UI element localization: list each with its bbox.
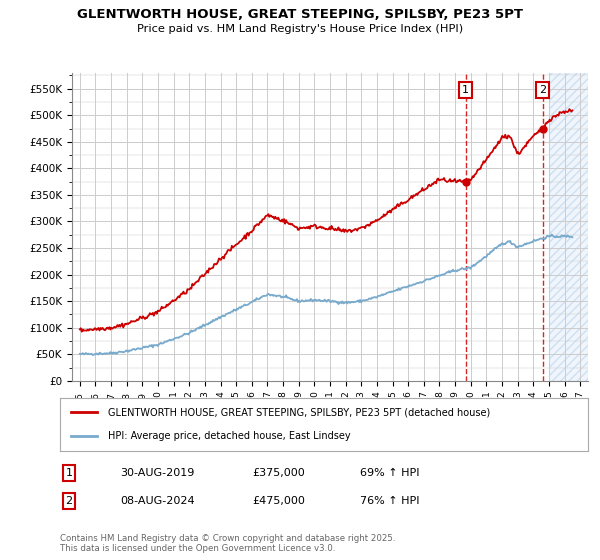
Text: GLENTWORTH HOUSE, GREAT STEEPING, SPILSBY, PE23 5PT: GLENTWORTH HOUSE, GREAT STEEPING, SPILSB… [77,8,523,21]
Text: GLENTWORTH HOUSE, GREAT STEEPING, SPILSBY, PE23 5PT (detached house): GLENTWORTH HOUSE, GREAT STEEPING, SPILSB… [107,408,490,418]
Text: 2: 2 [539,85,546,95]
Text: 08-AUG-2024: 08-AUG-2024 [120,496,194,506]
Text: £375,000: £375,000 [252,468,305,478]
Bar [549,73,588,381]
Text: Contains HM Land Registry data © Crown copyright and database right 2025.
This d: Contains HM Land Registry data © Crown c… [60,534,395,553]
Text: 2: 2 [65,496,73,506]
Text: 30-AUG-2019: 30-AUG-2019 [120,468,194,478]
Text: 1: 1 [462,85,469,95]
Text: 69% ↑ HPI: 69% ↑ HPI [360,468,419,478]
Text: HPI: Average price, detached house, East Lindsey: HPI: Average price, detached house, East… [107,431,350,441]
Text: 1: 1 [65,468,73,478]
Text: 76% ↑ HPI: 76% ↑ HPI [360,496,419,506]
Text: £475,000: £475,000 [252,496,305,506]
Bar [549,73,588,381]
Text: Price paid vs. HM Land Registry's House Price Index (HPI): Price paid vs. HM Land Registry's House … [137,24,463,34]
